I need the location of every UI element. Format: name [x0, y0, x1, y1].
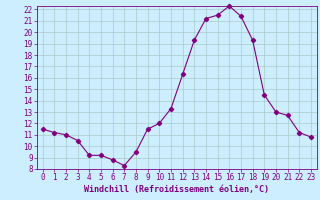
X-axis label: Windchill (Refroidissement éolien,°C): Windchill (Refroidissement éolien,°C) — [84, 185, 269, 194]
